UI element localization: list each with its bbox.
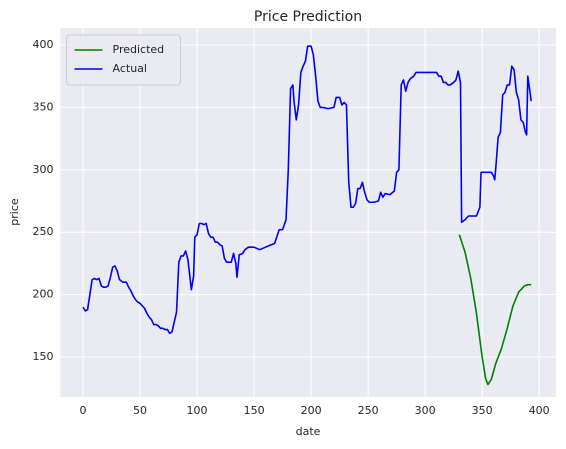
x-tick-label: 250 <box>358 404 379 417</box>
lines <box>82 45 532 386</box>
x-axis-label: date <box>296 425 321 438</box>
series-line <box>82 45 532 335</box>
x-tick-label: 350 <box>472 404 493 417</box>
x-tick-label: 100 <box>187 404 208 417</box>
legend-box <box>66 34 181 86</box>
legend: Predicted Actual <box>66 34 181 86</box>
x-tick-label: 0 <box>80 404 87 417</box>
x-tick-label: 50 <box>133 404 147 417</box>
legend-label: Predicted <box>113 43 165 56</box>
y-axis-label: price <box>8 198 21 226</box>
y-tick-label: 250 <box>33 225 54 238</box>
y-tick-label: 400 <box>33 38 54 51</box>
x-tick-label: 400 <box>529 404 550 417</box>
y-tick-label: 200 <box>33 288 54 301</box>
y-tick-label: 350 <box>33 100 54 113</box>
plot-area <box>60 28 556 397</box>
x-tick-label: 300 <box>415 404 436 417</box>
y-tick-label: 150 <box>33 350 54 363</box>
x-tick-label: 150 <box>244 404 265 417</box>
y-tick-label: 300 <box>33 163 54 176</box>
series-line <box>458 234 532 386</box>
chart-title: Price Prediction <box>254 9 362 25</box>
labels: 0 50 100 150 200 250 300 350 400 150 200 250 300 350 4… <box>33 38 550 417</box>
x-tick-label: 200 <box>301 404 322 417</box>
legend-label: Actual <box>113 62 147 75</box>
